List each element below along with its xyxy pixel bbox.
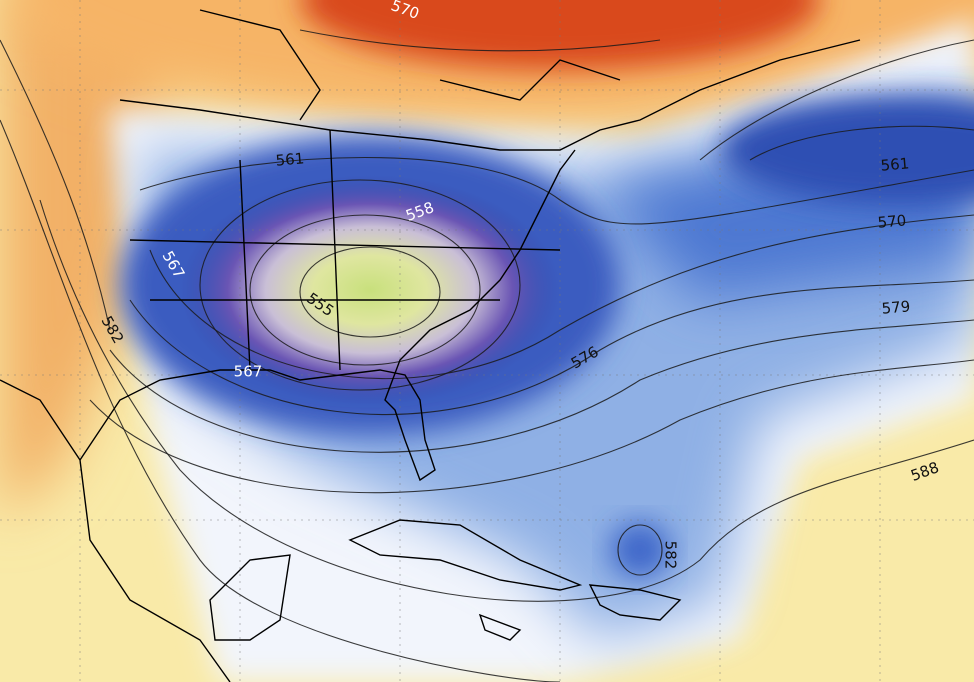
contour-label: 570: [877, 211, 907, 231]
coastlines: [0, 9, 861, 682]
contour-label: 582: [662, 541, 680, 570]
contour-label: 579: [881, 297, 911, 317]
contour-label: 567: [234, 363, 263, 381]
contour-label: 561: [880, 154, 910, 174]
contours: [0, 29, 974, 682]
contour-label: 561: [275, 149, 305, 169]
